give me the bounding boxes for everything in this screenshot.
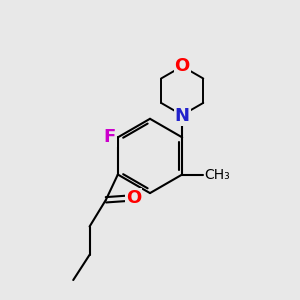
Text: F: F [103,128,116,146]
Text: CH₃: CH₃ [205,167,230,182]
Text: N: N [175,107,190,125]
Text: O: O [175,57,190,75]
Text: O: O [126,189,141,207]
